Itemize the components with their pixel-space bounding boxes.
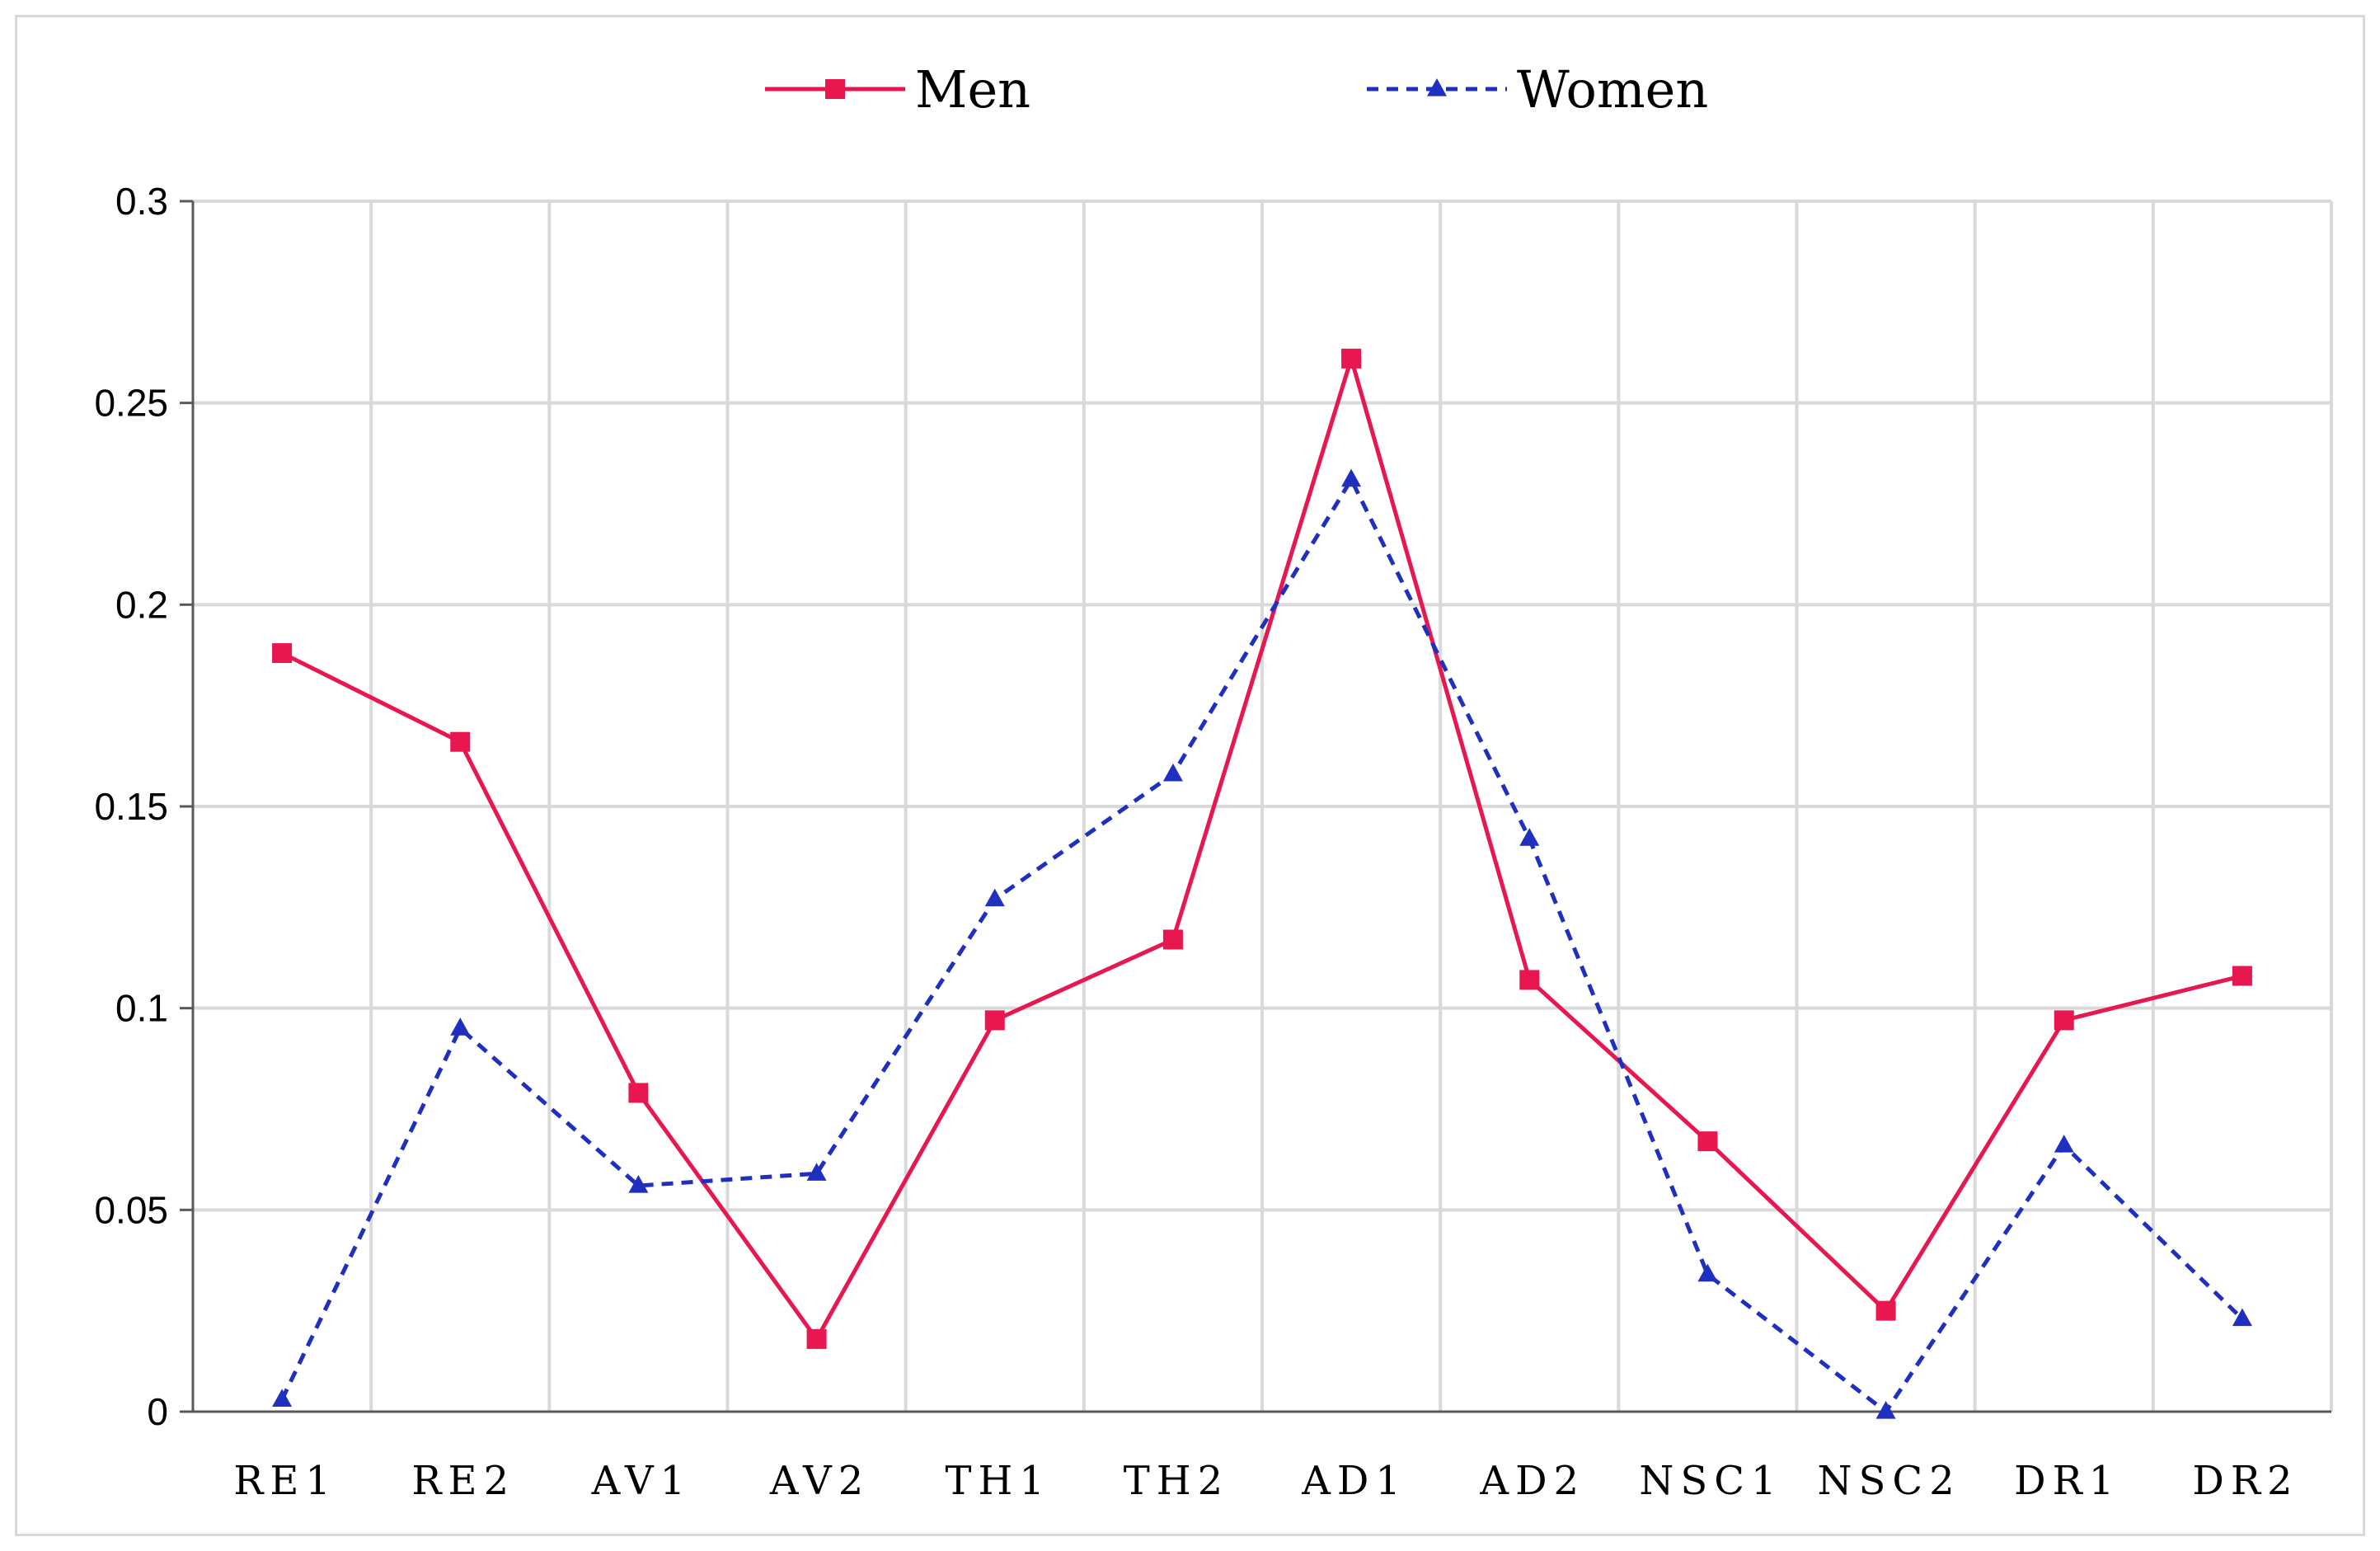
data-point-women-th2	[1162, 763, 1183, 782]
y-tick-label: 0	[147, 1390, 168, 1433]
x-tick-label-th1: TH1	[946, 1458, 1051, 1504]
data-point-women-dr1	[2054, 1135, 2074, 1153]
legend: Men Women	[765, 59, 1708, 120]
grid-lines	[193, 200, 2333, 1412]
x-tick-label-dr1: DR1	[2014, 1458, 2120, 1504]
y-tick-label: 0.05	[94, 1188, 168, 1231]
data-point-men-dr1	[2054, 1010, 2074, 1031]
data-point-women-nsc2	[1875, 1401, 1896, 1419]
x-tick-label-re1: RE1	[233, 1458, 337, 1504]
legend-label-men: Men	[915, 59, 1030, 120]
series-markers	[272, 348, 2252, 1419]
data-point-women-re2	[450, 1018, 471, 1036]
legend-label-women: Women	[1517, 59, 1708, 120]
x-tick-label-ad1: AD1	[1301, 1458, 1407, 1504]
y-tick-label: 0.25	[94, 382, 168, 425]
series-lines	[279, 356, 2244, 1414]
data-point-men-ad1	[1341, 348, 1362, 369]
data-point-women-nsc1	[1697, 1263, 1718, 1282]
y-tick-label: 0.3	[115, 180, 168, 223]
data-point-men-th1	[984, 1010, 1005, 1031]
data-point-men-ad2	[1519, 970, 1540, 990]
data-point-women-re1	[272, 1389, 293, 1407]
data-point-men-dr2	[2232, 966, 2252, 986]
x-tick-label-nsc2: NSC2	[1818, 1458, 1961, 1504]
data-point-men-av1	[628, 1083, 649, 1103]
data-point-men-re1	[272, 643, 293, 664]
data-point-men-nsc2	[1875, 1300, 1896, 1321]
y-tick-label: 0.1	[115, 987, 168, 1030]
data-point-men-nsc1	[1697, 1131, 1718, 1152]
data-point-women-av1	[628, 1175, 649, 1193]
data-point-men-av2	[806, 1328, 827, 1349]
x-tick-label-nsc1: NSC1	[1639, 1458, 1782, 1504]
series-line-women	[279, 477, 2244, 1414]
data-point-men-th2	[1162, 929, 1183, 950]
data-point-men-re2	[450, 731, 471, 752]
x-tick-label-th2: TH2	[1124, 1458, 1229, 1504]
legend-marker-men	[825, 79, 845, 99]
axes: 0 0.05 0.1 0.15 0.2 0.25 0.3 RE1 RE2 AV1 AV2 TH1 TH2…	[94, 180, 2331, 1504]
series-line-men	[280, 356, 2243, 1342]
data-point-women-th1	[984, 888, 1005, 907]
data-point-women-ad2	[1519, 828, 1540, 846]
x-tick-label-re2: RE2	[411, 1458, 515, 1504]
x-tick-label-dr2: DR2	[2192, 1458, 2298, 1504]
x-tick-label-av1: AV1	[591, 1458, 692, 1504]
data-point-women-av2	[806, 1163, 827, 1181]
y-tick-label: 0.15	[94, 785, 168, 828]
data-point-women-dr2	[2232, 1308, 2252, 1327]
x-tick-label-ad2: AD2	[1479, 1458, 1585, 1504]
legend-marker-women	[1427, 78, 1447, 96]
x-tick-label-av2: AV2	[769, 1458, 870, 1504]
y-tick-label: 0.2	[115, 583, 168, 626]
data-point-women-ad1	[1341, 468, 1362, 487]
